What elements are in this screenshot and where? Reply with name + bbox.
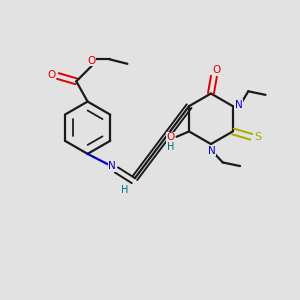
Text: O: O [88,56,96,65]
Text: O: O [47,70,56,80]
Text: O: O [212,65,220,75]
Text: S: S [254,132,261,142]
Text: N: N [108,161,116,171]
Text: N: N [235,100,243,110]
Text: H: H [167,142,174,152]
Text: H: H [121,184,129,194]
Text: O: O [167,132,175,142]
Text: N: N [208,146,215,156]
